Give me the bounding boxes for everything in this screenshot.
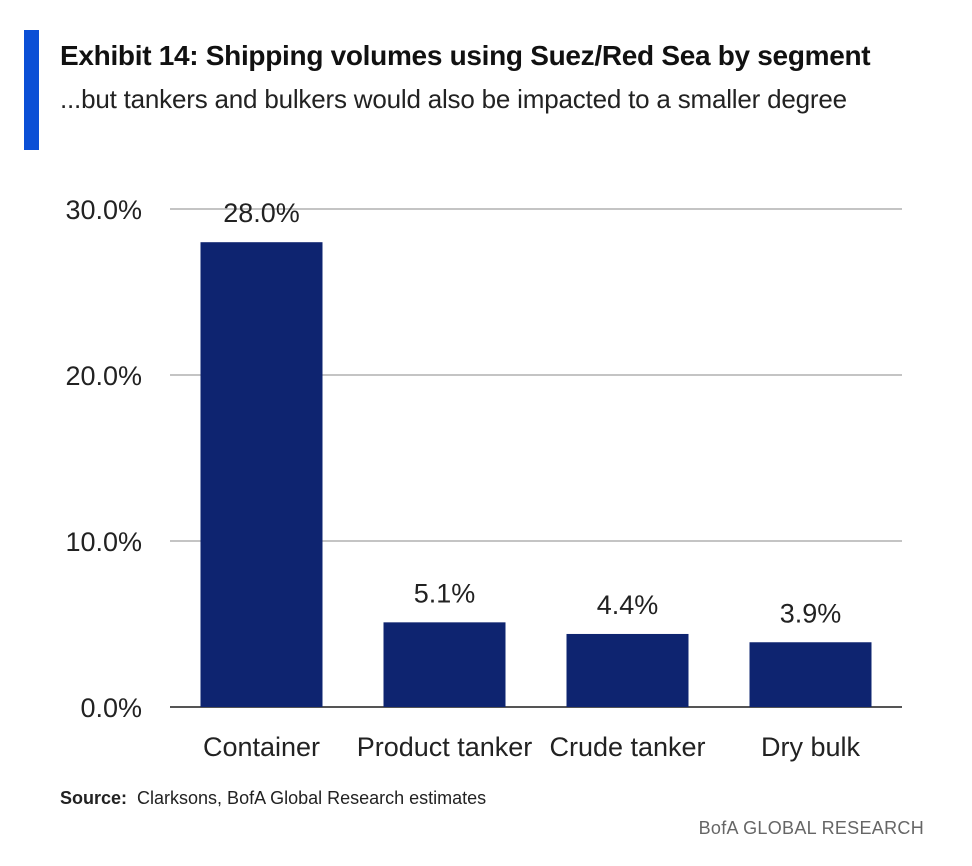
data-label: 28.0%: [223, 198, 300, 228]
x-tick-label: Product tanker: [357, 732, 533, 762]
source-note: Source: Clarksons, BofA Global Research e…: [60, 788, 486, 809]
x-tick-label: Container: [203, 732, 320, 762]
labels: 0.0% 10.0% 20.0% 30.0% 28.0% Container 5.1% Pro…: [65, 195, 860, 762]
data-label: 5.1%: [414, 578, 476, 608]
source-text: Clarksons, BofA Global Research estimate…: [137, 788, 487, 808]
accent-bar: [24, 30, 39, 150]
source-label: Source:: [60, 788, 128, 808]
y-tick-label: 30.0%: [65, 195, 142, 225]
y-tick-label: 10.0%: [65, 527, 142, 557]
x-tick-label: Crude tanker: [549, 732, 705, 762]
y-tick-label: 0.0%: [80, 693, 142, 723]
chart-subtitle: ...but tankers and bulkers would also be…: [60, 84, 847, 114]
bar-chart: 0.0% 10.0% 20.0% 30.0% 28.0% Container 5.1% Pro…: [65, 195, 902, 762]
brand-footer: BofA GLOBAL RESEARCH: [698, 818, 924, 838]
bars: [200, 242, 872, 707]
data-label: 3.9%: [780, 598, 842, 628]
data-label: 4.4%: [597, 590, 659, 620]
bar-crude-tanker: [566, 633, 689, 707]
y-tick-label: 20.0%: [65, 361, 142, 391]
bar-product-tanker: [383, 622, 506, 707]
bar-dry-bulk: [749, 642, 872, 707]
bar-container: [200, 242, 323, 707]
chart-title: Exhibit 14: Shipping volumes using Suez/…: [60, 40, 871, 71]
x-tick-label: Dry bulk: [761, 732, 861, 762]
